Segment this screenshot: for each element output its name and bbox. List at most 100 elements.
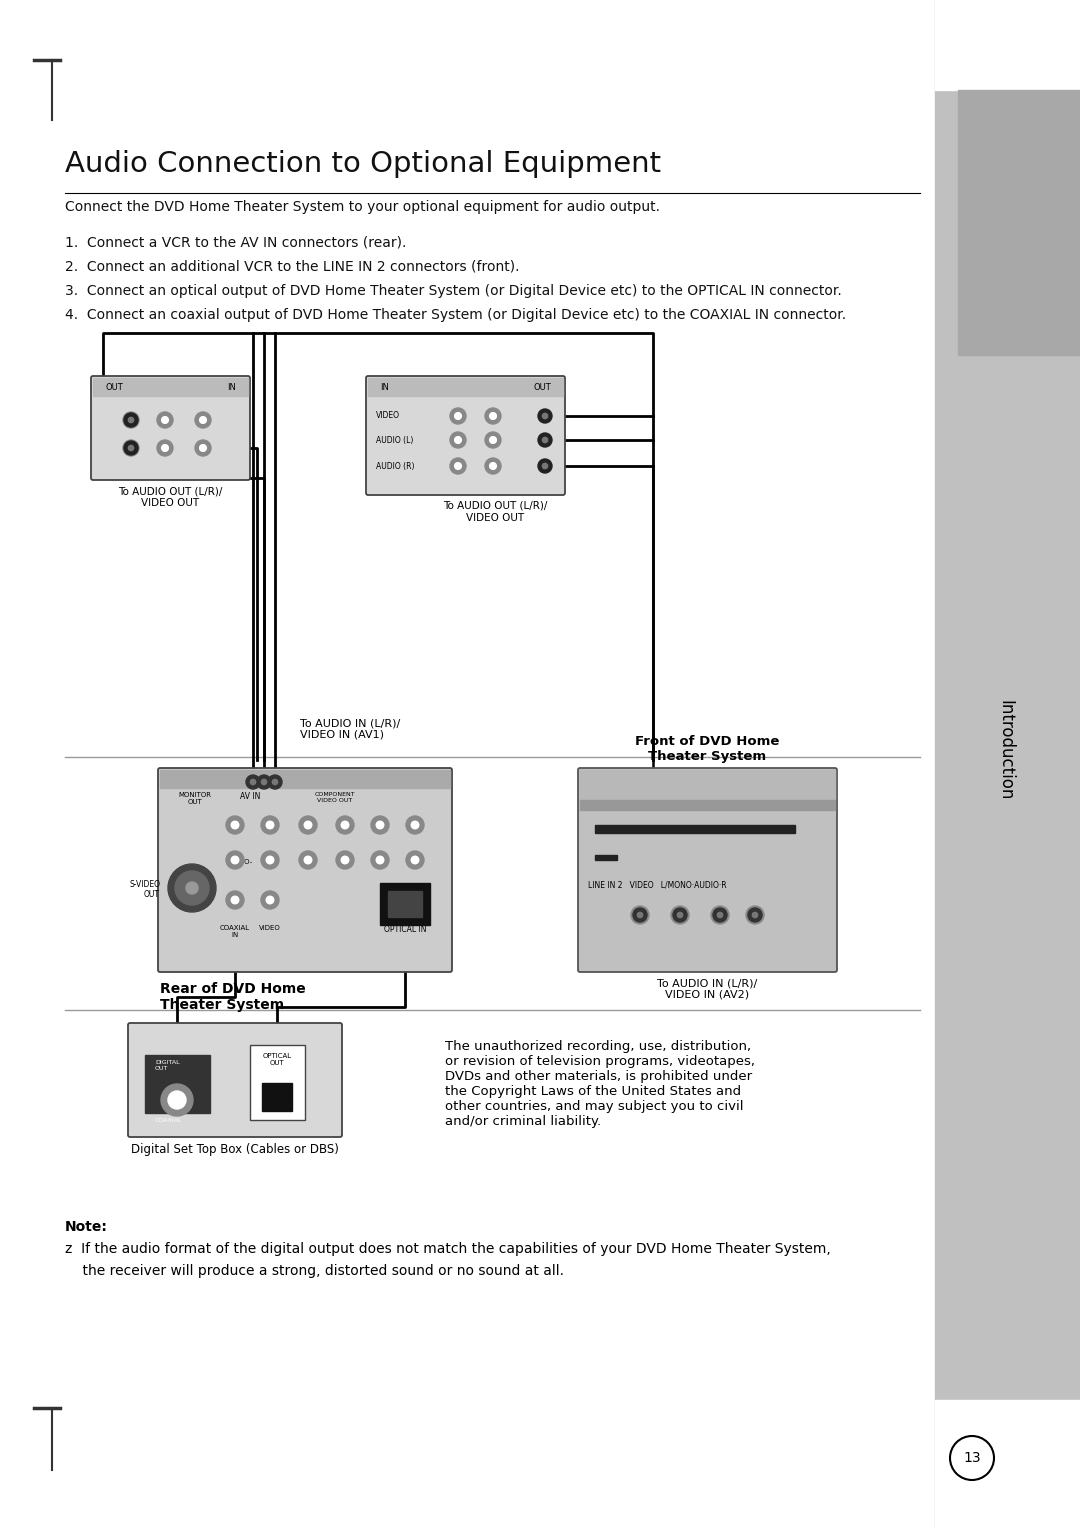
Circle shape xyxy=(129,445,134,451)
Circle shape xyxy=(272,779,278,785)
Circle shape xyxy=(231,897,239,903)
FancyBboxPatch shape xyxy=(91,376,249,480)
Bar xyxy=(595,825,795,833)
Bar xyxy=(160,770,450,788)
Circle shape xyxy=(231,856,239,863)
Text: Front of DVD Home
Theater System: Front of DVD Home Theater System xyxy=(635,735,780,762)
Circle shape xyxy=(161,1083,193,1115)
Circle shape xyxy=(226,816,244,834)
Circle shape xyxy=(717,912,723,918)
Bar xyxy=(580,770,835,801)
Circle shape xyxy=(633,908,647,921)
Text: AUDIO-: AUDIO- xyxy=(228,859,253,865)
Bar xyxy=(380,883,430,924)
Circle shape xyxy=(257,775,271,788)
Circle shape xyxy=(267,856,274,863)
Circle shape xyxy=(711,906,729,924)
Circle shape xyxy=(376,856,383,863)
Circle shape xyxy=(123,413,139,428)
Text: the receiver will produce a strong, distorted sound or no sound at all.: the receiver will produce a strong, dist… xyxy=(65,1264,564,1277)
Circle shape xyxy=(716,911,724,918)
Circle shape xyxy=(450,458,465,474)
Circle shape xyxy=(175,871,210,905)
Text: To AUDIO OUT (L/R)/
VIDEO OUT: To AUDIO OUT (L/R)/ VIDEO OUT xyxy=(119,486,222,507)
Circle shape xyxy=(485,408,501,423)
Circle shape xyxy=(127,417,134,423)
Circle shape xyxy=(299,816,318,834)
Circle shape xyxy=(372,816,389,834)
Text: 13: 13 xyxy=(963,1452,981,1465)
Circle shape xyxy=(305,821,312,828)
Bar xyxy=(368,377,563,396)
Circle shape xyxy=(376,821,383,828)
Circle shape xyxy=(677,912,683,918)
Circle shape xyxy=(157,413,173,428)
Circle shape xyxy=(637,912,643,918)
Circle shape xyxy=(538,432,552,448)
FancyBboxPatch shape xyxy=(578,769,837,972)
Circle shape xyxy=(261,851,279,869)
Circle shape xyxy=(489,437,497,443)
Text: 1.  Connect a VCR to the AV IN connectors (rear).: 1. Connect a VCR to the AV IN connectors… xyxy=(65,235,406,251)
Circle shape xyxy=(127,445,134,451)
Circle shape xyxy=(123,440,139,455)
Bar xyxy=(93,377,248,396)
Text: IN: IN xyxy=(227,382,237,391)
Text: OUT: OUT xyxy=(105,382,123,391)
Circle shape xyxy=(406,816,424,834)
Text: Audio Connection to Optional Equipment: Audio Connection to Optional Equipment xyxy=(65,150,661,177)
Circle shape xyxy=(268,775,282,788)
Circle shape xyxy=(168,1091,186,1109)
Text: VIDEO: VIDEO xyxy=(376,411,400,420)
Text: 4.  Connect an coaxial output of DVD Home Theater System (or Digital Device etc): 4. Connect an coaxial output of DVD Home… xyxy=(65,309,846,322)
Circle shape xyxy=(455,463,461,469)
Text: OPTICAL
OUT: OPTICAL OUT xyxy=(262,1053,292,1067)
Circle shape xyxy=(406,851,424,869)
FancyBboxPatch shape xyxy=(158,769,453,972)
Circle shape xyxy=(157,440,173,455)
Circle shape xyxy=(450,408,465,423)
Circle shape xyxy=(195,413,211,428)
Circle shape xyxy=(753,912,758,918)
Circle shape xyxy=(671,906,689,924)
Text: To AUDIO IN (L/R)/
VIDEO IN (AV1): To AUDIO IN (L/R)/ VIDEO IN (AV1) xyxy=(300,718,401,740)
Circle shape xyxy=(129,417,134,423)
Circle shape xyxy=(261,891,279,909)
Circle shape xyxy=(200,445,206,451)
Circle shape xyxy=(226,891,244,909)
Circle shape xyxy=(950,1436,994,1481)
Circle shape xyxy=(336,816,354,834)
Circle shape xyxy=(246,775,260,788)
Circle shape xyxy=(455,437,461,443)
Circle shape xyxy=(636,911,644,918)
Circle shape xyxy=(450,432,465,448)
Circle shape xyxy=(713,908,727,921)
Circle shape xyxy=(752,911,759,918)
Circle shape xyxy=(195,440,211,455)
Text: COAXIAL: COAXIAL xyxy=(156,1118,183,1123)
Text: VIDEO: VIDEO xyxy=(259,924,281,931)
Circle shape xyxy=(226,851,244,869)
Text: Digital Set Top Box (Cables or DBS): Digital Set Top Box (Cables or DBS) xyxy=(131,1143,339,1157)
Text: Connect the DVD Home Theater System to your optional equipment for audio output.: Connect the DVD Home Theater System to y… xyxy=(65,200,660,214)
Text: COAXIAL
IN: COAXIAL IN xyxy=(220,924,251,938)
Circle shape xyxy=(124,442,138,455)
Circle shape xyxy=(299,851,318,869)
Bar xyxy=(935,0,1080,90)
Text: Note:: Note: xyxy=(65,1219,108,1235)
Circle shape xyxy=(746,906,764,924)
Text: OPTICAL IN: OPTICAL IN xyxy=(383,924,427,934)
Text: 3.  Connect an optical output of DVD Home Theater System (or Digital Device etc): 3. Connect an optical output of DVD Home… xyxy=(65,284,841,298)
Circle shape xyxy=(341,821,349,828)
Circle shape xyxy=(305,856,312,863)
Text: MONITOR
OUT: MONITOR OUT xyxy=(178,792,212,805)
Text: LINE IN 2   VIDEO   L/MONO·AUDIO·R: LINE IN 2 VIDEO L/MONO·AUDIO·R xyxy=(588,880,727,889)
Text: DIGITAL
OUT: DIGITAL OUT xyxy=(156,1060,179,1071)
Circle shape xyxy=(200,417,206,423)
Text: AUDIO (R): AUDIO (R) xyxy=(376,461,415,471)
Circle shape xyxy=(251,779,256,785)
Bar xyxy=(595,856,617,860)
Text: 2.  Connect an additional VCR to the LINE IN 2 connectors (front).: 2. Connect an additional VCR to the LINE… xyxy=(65,260,519,274)
Circle shape xyxy=(489,463,497,469)
Text: S-VIDEO
OUT: S-VIDEO OUT xyxy=(129,880,160,900)
